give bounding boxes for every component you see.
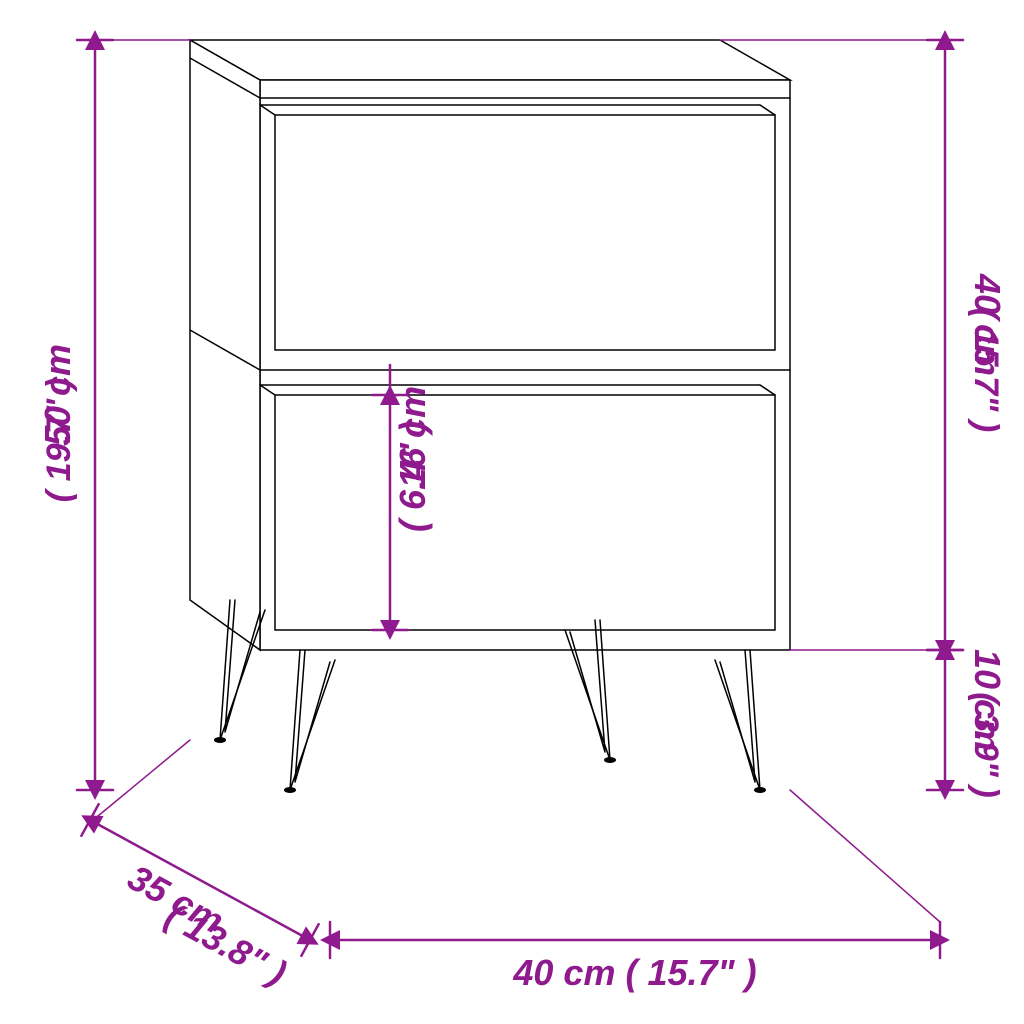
- dimension-label: ( 15.7" ): [967, 308, 1005, 433]
- hairpin-leg: [715, 650, 766, 793]
- dimension-label: ( 6.4" ): [392, 421, 433, 532]
- dimension-label: ( 19.7" ): [40, 378, 78, 503]
- dimension-label: ( 3.9" ): [967, 692, 1005, 798]
- dimension-label: 40 cm ( 15.7" ): [512, 952, 756, 993]
- cabinet-outline: [190, 40, 790, 793]
- hairpin-leg: [284, 650, 335, 793]
